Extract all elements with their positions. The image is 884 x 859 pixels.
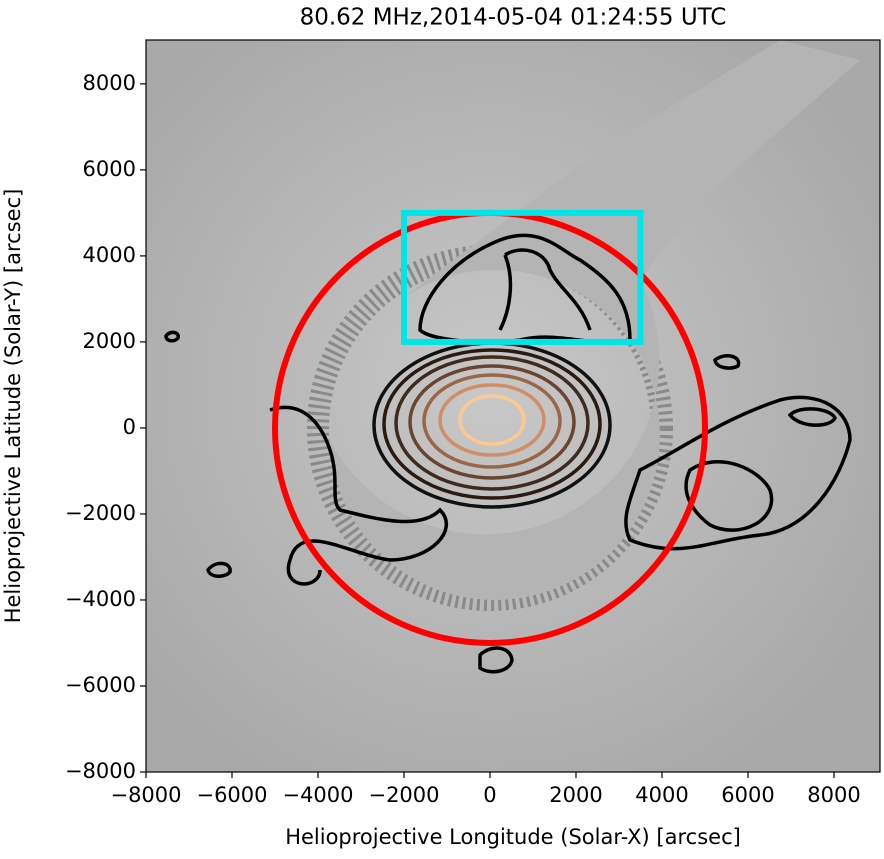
background-image (146, 40, 880, 772)
y-tick-label: 0 (123, 415, 136, 439)
x-tick-label: 2000 (549, 783, 602, 807)
y-tick-label: 6000 (83, 157, 136, 181)
chart-title: 80.62 MHz,2014-05-04 01:24:55 UTC (300, 5, 727, 31)
x-tick-label: 4000 (635, 783, 688, 807)
x-tick-label: −6000 (196, 783, 267, 807)
region-box (400, 209, 644, 345)
y-tick-label: 4000 (83, 243, 136, 267)
image (146, 40, 880, 772)
x-axis-label: Helioprojective Longitude (Solar-X) [arc… (285, 825, 741, 849)
y-tick-label: −2000 (65, 501, 136, 525)
y-tick-label: −6000 (65, 673, 136, 697)
occulter (330, 40, 860, 600)
plot-frame (145, 39, 881, 773)
y-tick-label: 8000 (83, 71, 136, 95)
x-tick-label: 6000 (721, 783, 774, 807)
y-tick-label: −4000 (65, 587, 136, 611)
x-tick-label: −2000 (368, 783, 439, 807)
y-tick-label: 2000 (83, 329, 136, 353)
x-tick-label: −4000 (282, 783, 353, 807)
y-axis-label: Helioprojective Latitude (Solar-Y) [arcs… (1, 189, 25, 624)
x-tick-label: 8000 (807, 783, 860, 807)
x-tick-label: −8000 (110, 783, 181, 807)
y-tick-label: −8000 (65, 759, 136, 783)
x-tick-label: 0 (483, 783, 496, 807)
